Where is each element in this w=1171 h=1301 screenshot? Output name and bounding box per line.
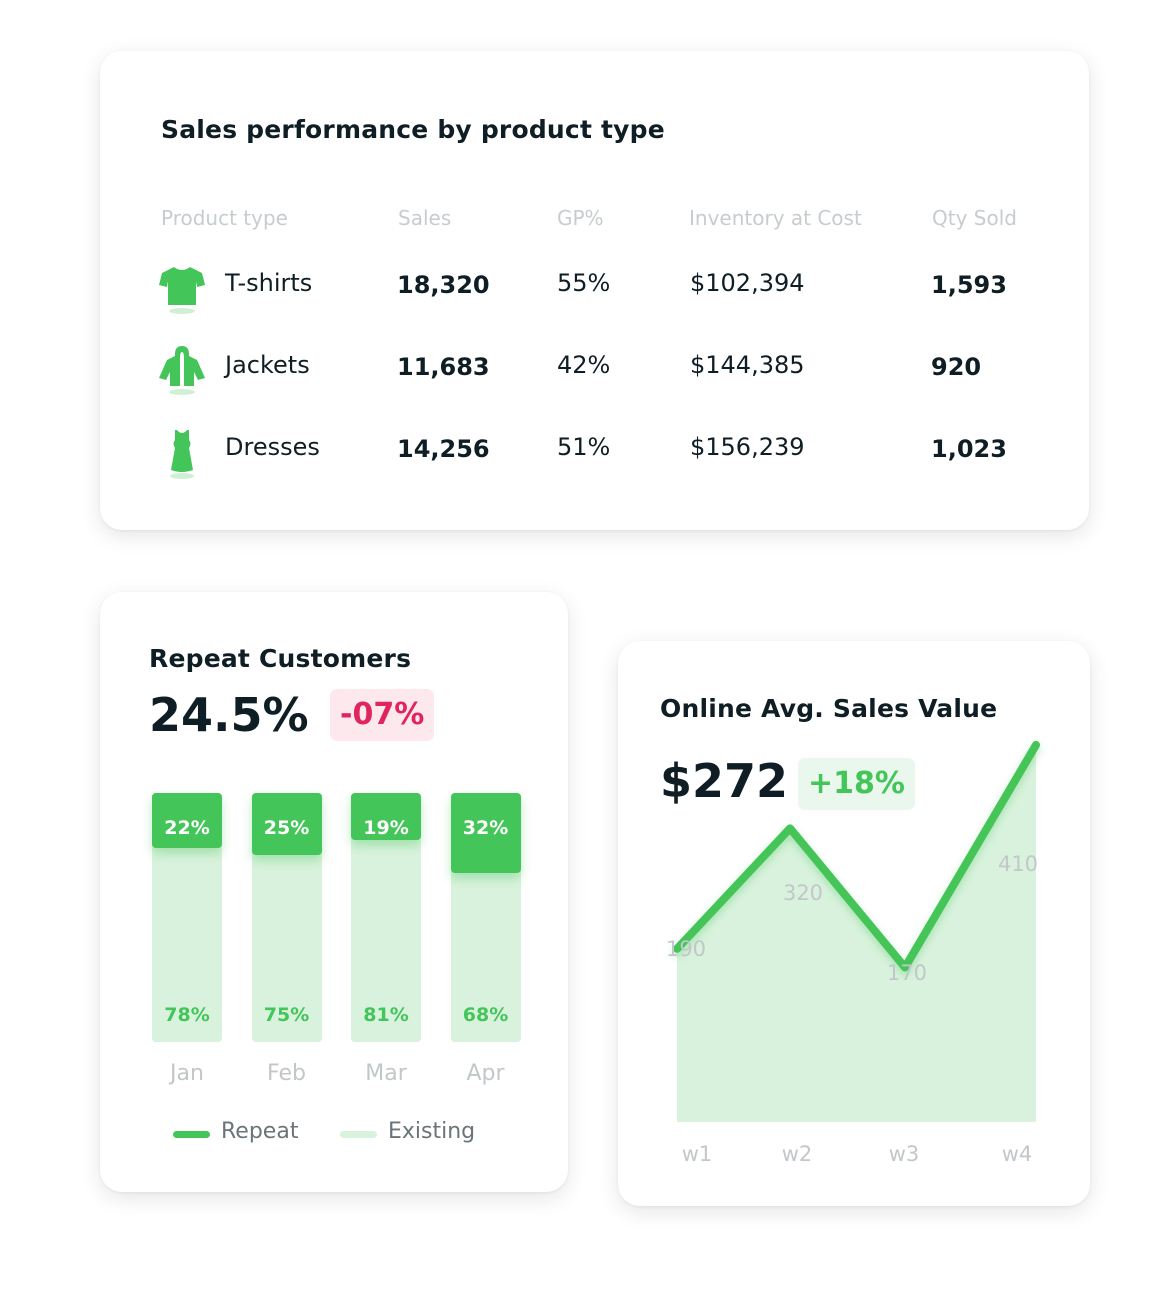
- x-tick-label: w3: [889, 1142, 920, 1166]
- legend-repeat-label: Repeat: [221, 1119, 299, 1144]
- bar-jan: 22% 78%: [152, 793, 222, 1042]
- jacket-icon: [159, 346, 205, 395]
- sales-performance-title: Sales performance by product type: [161, 115, 665, 144]
- bar-repeat-segment: [351, 793, 421, 841]
- point-value-label: 320: [783, 881, 823, 905]
- repeat-customers-card: Repeat Customers 24.5% -07% 22% 78% Jan 25%…: [100, 592, 568, 1192]
- bar-apr: 32% 68%: [450, 793, 521, 1042]
- header-sales: Sales: [398, 206, 452, 230]
- dress-icon: [170, 430, 194, 479]
- legend-repeat-swatch: [173, 1131, 210, 1138]
- product-inventory: $144,385: [690, 351, 805, 379]
- bar-existing-label: 78%: [164, 1004, 210, 1026]
- product-gp: 51%: [557, 433, 611, 461]
- product-qty: 920: [931, 353, 982, 381]
- month-label: Jan: [170, 1061, 204, 1086]
- product-qty: 1,593: [931, 271, 1007, 299]
- product-sales: 11,683: [397, 353, 490, 381]
- bar-repeat-label: 19%: [363, 817, 409, 839]
- repeat-customers-value: 24.5%: [149, 688, 309, 742]
- tshirt-icon: [159, 266, 205, 314]
- bar-feb: 25% 75%: [251, 793, 322, 1042]
- sales-line: [673, 740, 1040, 972]
- bar-repeat-label: 22%: [164, 817, 210, 839]
- legend-existing-label: Existing: [388, 1119, 476, 1144]
- area-fill: [677, 744, 1036, 1122]
- x-tick-label: w1: [682, 1142, 713, 1166]
- product-qty: 1,023: [931, 435, 1007, 463]
- point-value-label: 170: [887, 961, 927, 985]
- product-sales: 18,320: [397, 271, 490, 299]
- repeat-customers-title: Repeat Customers: [149, 644, 412, 673]
- bar-repeat-segment: [152, 793, 222, 848]
- product-gp: 42%: [557, 351, 611, 379]
- online-avg-sales-card: Online Avg. Sales Value $272 +18% 190 320…: [618, 641, 1090, 1206]
- month-label: Mar: [365, 1061, 407, 1086]
- header-qty-sold: Qty Sold: [932, 206, 1017, 230]
- repeat-change-badge: -07%: [330, 689, 435, 741]
- bar-existing-label: 68%: [462, 1004, 509, 1026]
- header-inventory: Inventory at Cost: [689, 206, 862, 230]
- bar-repeat-label: 25%: [263, 817, 310, 839]
- product-name: Dresses: [225, 433, 320, 461]
- online-sales-area-chart: 190 320 170 410 w1 w2 w3 w4: [666, 740, 1040, 1166]
- bar-repeat-label: 32%: [462, 817, 509, 839]
- product-sales: 14,256: [397, 435, 490, 463]
- legend-existing-swatch: [340, 1131, 377, 1138]
- product-name: T-shirts: [225, 269, 313, 297]
- product-gp: 55%: [557, 269, 611, 297]
- online-avg-sales-title: Online Avg. Sales Value: [660, 694, 998, 723]
- month-label: Feb: [267, 1061, 306, 1086]
- bar-existing-label: 75%: [263, 1004, 310, 1026]
- point-value-label: 190: [666, 937, 706, 961]
- sales-performance-card: Sales performance by product type Produc…: [100, 51, 1089, 530]
- point-value-label: 410: [998, 852, 1038, 876]
- x-tick-label: w4: [1002, 1142, 1033, 1166]
- x-tick-label: w2: [782, 1142, 813, 1166]
- product-inventory: $102,394: [690, 269, 805, 297]
- bar-repeat-segment: [251, 793, 322, 856]
- online-avg-sales-value: $272: [660, 754, 789, 808]
- bar-repeat-segment: [450, 793, 521, 873]
- header-product-type: Product type: [161, 206, 288, 230]
- product-inventory: $156,239: [690, 433, 805, 461]
- header-gp: GP%: [557, 206, 604, 230]
- month-label: Apr: [466, 1061, 505, 1086]
- product-name: Jackets: [225, 351, 310, 379]
- bar-existing-label: 81%: [363, 1004, 409, 1026]
- bar-mar: 19% 81%: [351, 793, 421, 1042]
- online-change-badge: +18%: [798, 758, 915, 810]
